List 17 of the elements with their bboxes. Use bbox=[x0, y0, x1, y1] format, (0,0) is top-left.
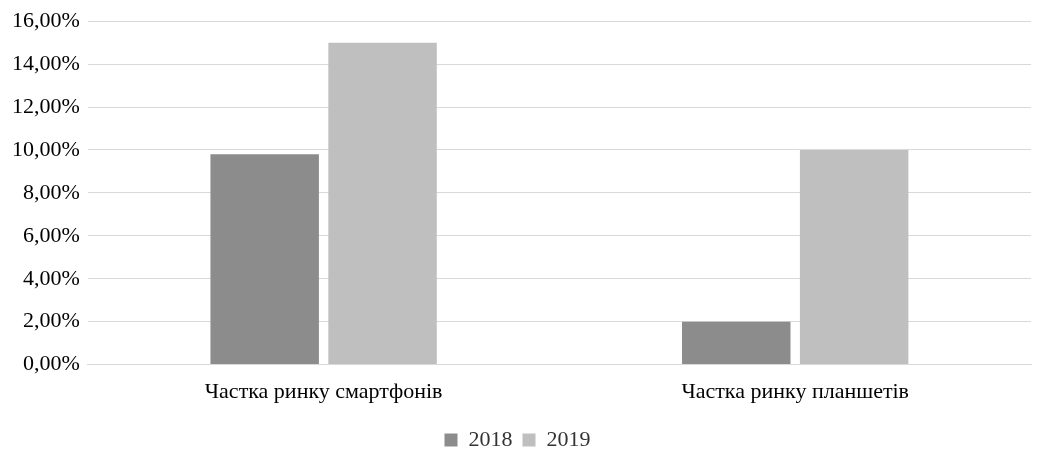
y-tick-label: 8,00% bbox=[23, 178, 80, 204]
bar bbox=[328, 42, 437, 365]
y-tick-label: 4,00% bbox=[23, 264, 80, 290]
y-tick-label: 16,00% bbox=[12, 6, 80, 32]
legend-label: 2018 bbox=[468, 425, 513, 451]
y-tick-label: 10,00% bbox=[12, 135, 80, 161]
x-tick-label: Частка ринку смартфонів bbox=[204, 377, 443, 403]
x-tick-label: Частка ринку планшетів bbox=[681, 377, 910, 403]
y-tick-label: 0,00% bbox=[23, 350, 80, 376]
y-tick-label: 12,00% bbox=[12, 92, 80, 118]
bar bbox=[210, 154, 319, 365]
y-tick-label: 14,00% bbox=[12, 49, 80, 75]
bar bbox=[682, 321, 791, 365]
legend-label: 2019 bbox=[546, 425, 591, 451]
bar bbox=[799, 149, 909, 365]
y-tick-label: 2,00% bbox=[23, 307, 80, 333]
y-tick-label: 6,00% bbox=[23, 221, 80, 247]
